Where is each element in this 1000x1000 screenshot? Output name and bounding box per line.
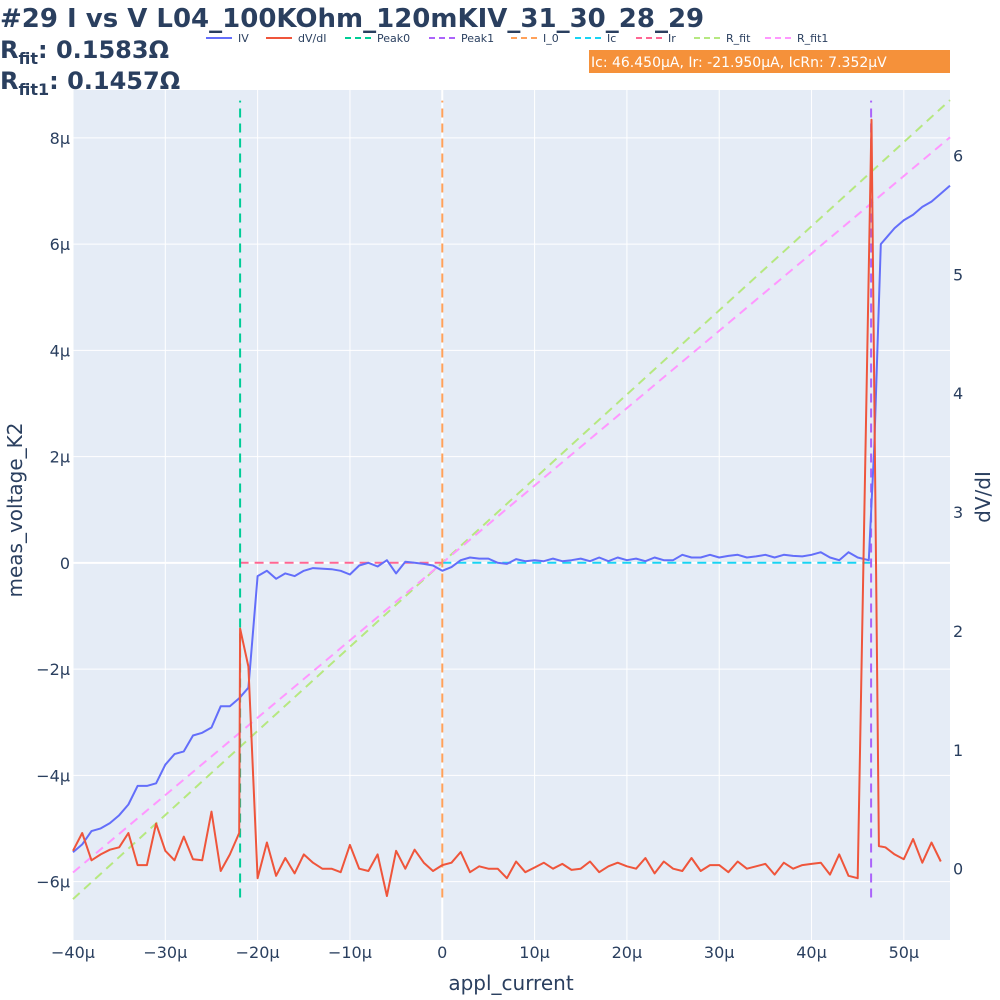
legend-item-ir[interactable]: Ir: [636, 32, 676, 45]
x-tick-label: 30μ: [704, 943, 735, 962]
legend-label: R_fit1: [797, 32, 828, 45]
legend-item-i-0[interactable]: I_0: [511, 32, 559, 45]
y-tick-label: 4μ: [50, 341, 70, 360]
annotation-text: Ic: 46.450μA, Ir: -21.950μA, IcRn: 7.352…: [591, 55, 887, 71]
plot-background: [73, 90, 950, 940]
series-layer: [72, 99, 951, 900]
x-tick-label: −30μ: [143, 943, 187, 962]
y-tick-label: 6μ: [50, 235, 70, 254]
y-tick-label: −2μ: [36, 660, 70, 679]
y-tick-label: 0: [60, 554, 70, 573]
y-tick-label: 2μ: [50, 448, 70, 467]
legend-item-r-fit1[interactable]: R_fit1: [765, 32, 828, 45]
x-tick-label: −20μ: [236, 943, 280, 962]
y2-axis-ticks: 0 1 2 3 4 5 6: [953, 146, 963, 878]
chart-title: #29 I vs V L04_100KOhm_120mKIV_31_30_28_…: [0, 4, 704, 34]
x-tick-label: 40μ: [796, 943, 827, 962]
annotation-box: [589, 50, 950, 73]
y-axis-ticks: −6μ −4μ −2μ 0 2μ 4μ 6μ 8μ: [36, 129, 70, 892]
legend[interactable]: IV dV/dI Peak0 Peak1 I_0 Ic Ir R_fit R_fit1: [206, 32, 828, 45]
x-tick-label: 0: [437, 943, 447, 962]
x-tick-label: −40μ: [51, 943, 95, 962]
series-r-fit: [72, 99, 951, 900]
x-tick-label: 50μ: [889, 943, 920, 962]
legend-item-ic[interactable]: Ic: [575, 32, 616, 45]
legend-label: Ir: [668, 32, 676, 45]
legend-label: Peak1: [461, 32, 494, 45]
y2-tick-label: 0: [953, 860, 963, 879]
y-axis-title: meas_voltage_K2: [3, 422, 27, 597]
x-tick-label: −10μ: [328, 943, 372, 962]
legend-label: IV: [238, 32, 249, 45]
y2-tick-label: 2: [953, 622, 963, 641]
y2-tick-label: 1: [953, 741, 963, 760]
y2-tick-label: 4: [953, 384, 963, 403]
rfit1-label: Rfit1: 0.1457Ω: [0, 67, 180, 99]
legend-label: R_fit: [726, 32, 751, 45]
rfit-label: Rfit: 0.1583Ω: [0, 36, 169, 68]
y2-axis-title: dV/dI: [971, 471, 995, 523]
x-tick-label: 20μ: [612, 943, 643, 962]
legend-label: dV/dI: [298, 32, 326, 45]
legend-label: Peak0: [377, 32, 410, 45]
series-iv: [72, 184, 951, 854]
y2-tick-label: 3: [953, 503, 963, 522]
legend-item-peak0[interactable]: Peak0: [345, 32, 410, 45]
x-axis-title: appl_current: [448, 971, 574, 995]
legend-item-dv-di[interactable]: dV/dI: [266, 32, 326, 45]
y-tick-label: −4μ: [36, 766, 70, 785]
y-tick-label: 8μ: [50, 129, 70, 148]
x-axis-ticks: −40μ −30μ −20μ −10μ 0 10μ 20μ 30μ 40μ 50μ: [51, 943, 919, 962]
legend-label: I_0: [543, 32, 559, 45]
legend-item-iv[interactable]: IV: [206, 32, 249, 45]
series-r-fit1: [72, 136, 951, 874]
legend-item-peak1[interactable]: Peak1: [429, 32, 494, 45]
y2-tick-label: 5: [953, 265, 963, 284]
y2-tick-label: 6: [953, 146, 963, 165]
series-dv-di: [72, 118, 942, 897]
legend-item-r-fit[interactable]: R_fit: [694, 32, 751, 45]
y-tick-label: −6μ: [36, 873, 70, 892]
legend-label: Ic: [607, 32, 616, 45]
x-tick-label: 10μ: [519, 943, 550, 962]
